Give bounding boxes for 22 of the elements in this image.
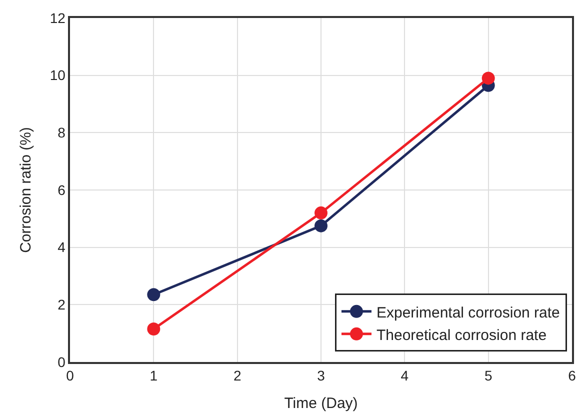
legend-label: Theoretical corrosion rate <box>376 326 547 344</box>
y-tick-label: 10 <box>50 67 66 84</box>
y-tick-label: 6 <box>58 182 66 198</box>
x-tick-label: 1 <box>150 368 158 384</box>
y-axis-title: Corrosion ratio (%) <box>18 127 35 253</box>
x-tick-label: 4 <box>400 368 409 384</box>
point <box>314 219 328 232</box>
x-tick-label: 3 <box>317 368 326 384</box>
point <box>147 322 160 336</box>
y-tick-label: 12 <box>50 10 66 26</box>
y-tick-label: 2 <box>58 296 66 313</box>
x-axis-title: Time (Day) <box>284 395 358 412</box>
legend-label: Experimental corrosion rate <box>376 304 560 322</box>
y-tick-label: 4 <box>58 239 66 256</box>
x-tick-label: 2 <box>233 368 242 384</box>
point <box>147 288 160 302</box>
y-tick-label: 8 <box>58 124 66 141</box>
point <box>482 72 495 85</box>
x-tick-label: 6 <box>568 368 576 384</box>
y-tick-label: 0 <box>58 354 66 370</box>
x-tick-label: 5 <box>484 368 492 384</box>
point <box>314 206 328 220</box>
